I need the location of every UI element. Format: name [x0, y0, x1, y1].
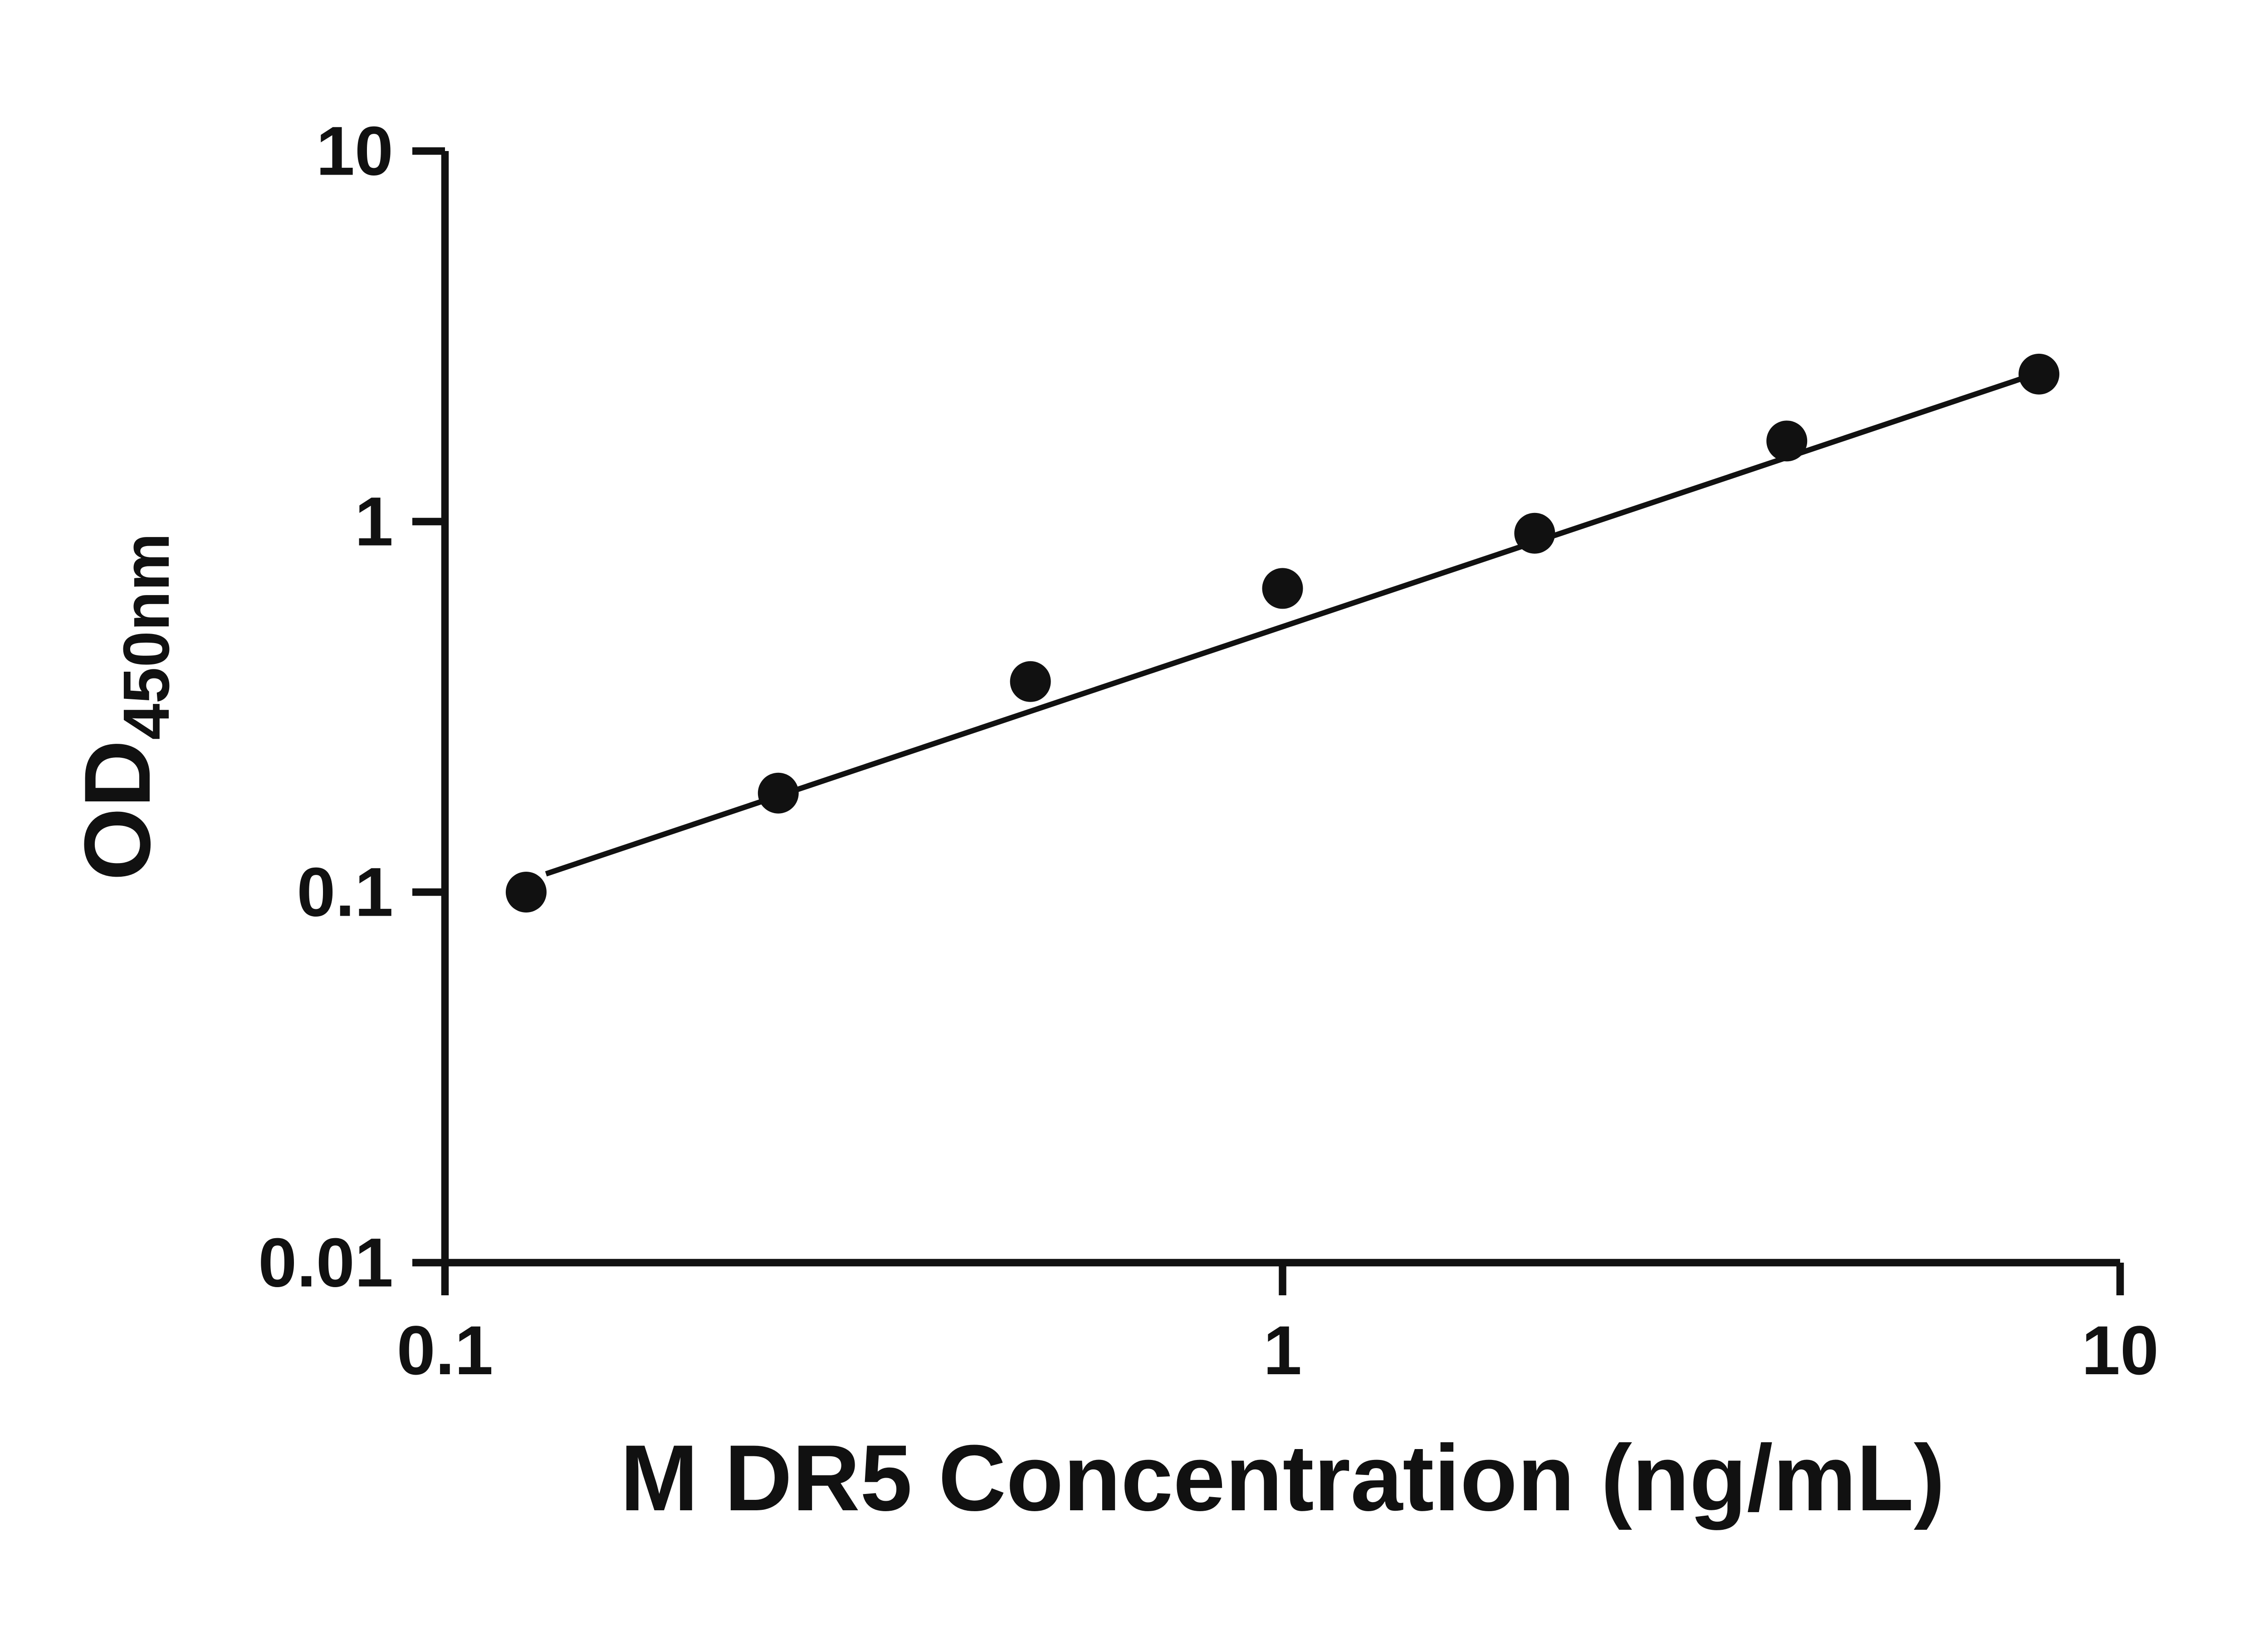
y-tick-label: 0.01	[258, 1224, 393, 1302]
data-point	[758, 772, 799, 814]
y-tick-label: 0.1	[297, 854, 393, 931]
data-point	[2019, 353, 2060, 395]
y-axis-title: OD450nm	[65, 533, 183, 881]
y-tick-label: 1	[355, 483, 393, 561]
data-point	[1514, 512, 1555, 554]
data-point	[1766, 420, 1808, 462]
x-tick-label: 0.1	[397, 1312, 494, 1389]
x-tick-label: 10	[2082, 1312, 2159, 1389]
data-point	[1262, 568, 1303, 609]
x-axis-title: M DR5 Concentration (ng/mL)	[620, 1425, 1945, 1530]
y-tick-label: 10	[316, 112, 393, 190]
x-tick-label: 1	[1263, 1312, 1302, 1389]
data-point	[1010, 661, 1051, 702]
axis-frame	[441, 151, 2120, 1267]
data-point	[505, 872, 547, 913]
